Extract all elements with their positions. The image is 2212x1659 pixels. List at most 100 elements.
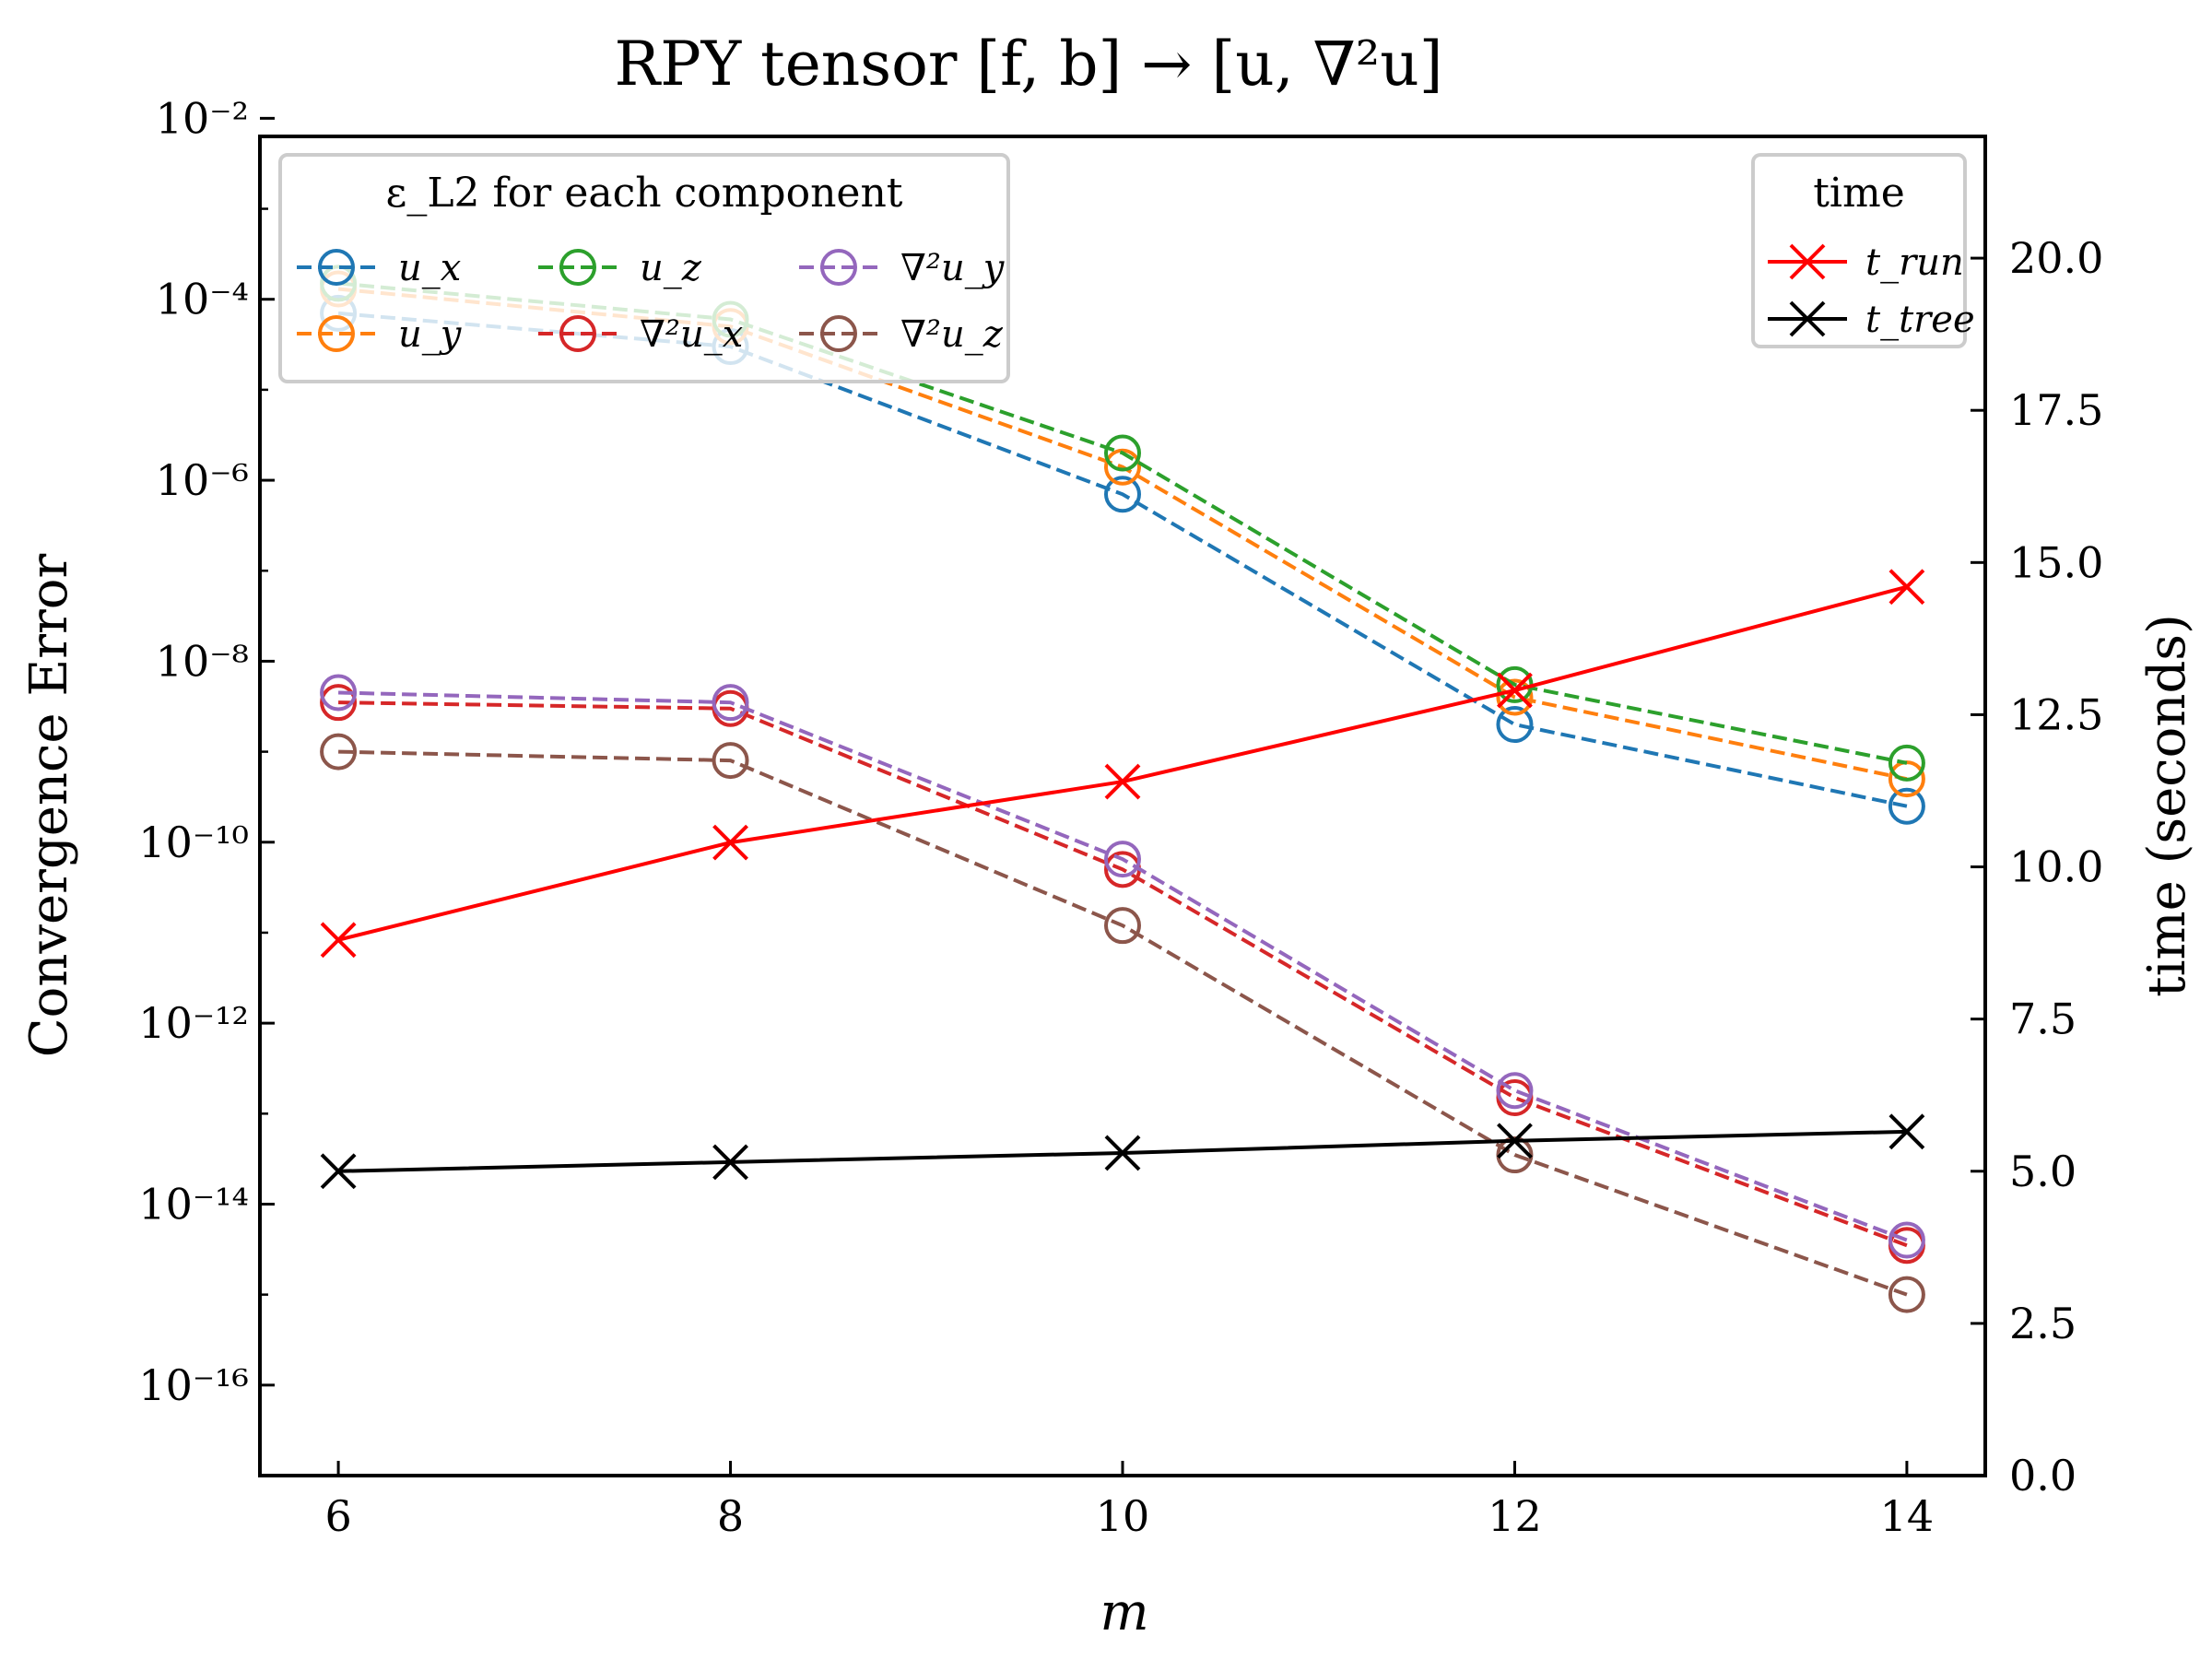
right-tick-label: 15.0 bbox=[2009, 537, 2103, 587]
right-tick-label: 17.5 bbox=[2009, 385, 2103, 435]
marker-stroke bbox=[1497, 1123, 1533, 1159]
left-axis-label: Convergence Error bbox=[19, 554, 79, 1058]
point-lap-u-y-m10 bbox=[1104, 841, 1141, 878]
point-u-z-m10 bbox=[1104, 434, 1141, 472]
x-tick-label-10: 10 bbox=[1096, 1491, 1150, 1541]
error-legend: ε_L2 for each component u_x u_y u_z ∇²u_x ∇²… bbox=[278, 153, 1010, 383]
legend-marker-u-x bbox=[318, 249, 355, 286]
legend-label-u-z: u_z bbox=[640, 247, 702, 289]
time-legend-items: t_run t_tree bbox=[1768, 241, 1975, 341]
right-tick-label: 7.5 bbox=[2009, 994, 2077, 1044]
x-tick-label-12: 12 bbox=[1488, 1491, 1542, 1541]
x-tick-label-6: 6 bbox=[324, 1491, 351, 1541]
error-legend-items: u_x u_y u_z ∇²u_x ∇²u_y ∇²u_z bbox=[297, 247, 1006, 356]
point-u-x-m14 bbox=[1888, 787, 1925, 825]
legend-entry-lap-u-z: ∇²u_z bbox=[799, 313, 1004, 356]
point-u-x-m12 bbox=[1496, 706, 1534, 744]
marker-stroke bbox=[320, 1153, 357, 1190]
legend-label-t-run: t_run bbox=[1865, 241, 1964, 284]
point-t-run-m10 bbox=[1104, 763, 1141, 800]
legend-label-lap-u-x: ∇²u_x bbox=[640, 313, 743, 356]
left-tick-label: 10⁻⁸ bbox=[156, 636, 249, 686]
point-t-tree-m10 bbox=[1104, 1135, 1141, 1171]
legend-label-u-y: u_y bbox=[398, 313, 463, 356]
point-lap-u-y-m12 bbox=[1496, 1072, 1534, 1110]
legend-marker-lap-u-z bbox=[820, 315, 857, 352]
right-tick-label: 10.0 bbox=[2009, 842, 2103, 892]
point-t-tree-m12 bbox=[1497, 1123, 1533, 1159]
point-t-run-m6 bbox=[320, 922, 357, 959]
point-lap-u-y-m6 bbox=[320, 674, 358, 712]
point-u-y-m12 bbox=[1496, 678, 1534, 716]
point-lap-u-x-m6 bbox=[320, 684, 358, 722]
x-tick-label-8: 8 bbox=[717, 1491, 744, 1541]
right-axis-label: time (seconds) bbox=[2137, 614, 2197, 997]
left-tick-label: 10⁻¹⁶ bbox=[138, 1360, 249, 1410]
point-t-run-m8 bbox=[712, 824, 748, 861]
point-lap-u-y-m14 bbox=[1888, 1221, 1925, 1259]
x-tick-label-14: 14 bbox=[1880, 1491, 1935, 1541]
legend-entry-u-y: u_y bbox=[297, 313, 463, 356]
left-tick-label: 10⁻¹⁰ bbox=[138, 818, 249, 867]
right-tick-label: 20.0 bbox=[2009, 233, 2103, 283]
marker-stroke bbox=[712, 1144, 748, 1181]
legend-marker-t-run bbox=[1789, 243, 1826, 280]
point-lap-u-z-m6 bbox=[320, 733, 358, 771]
series-line-lap-u-y bbox=[338, 690, 1908, 1242]
legend-marker-lap-u-x bbox=[559, 315, 596, 352]
point-u-y-m10 bbox=[1104, 448, 1141, 486]
time-legend: time t_run t_tree bbox=[1751, 153, 1975, 348]
marker-stroke bbox=[1888, 569, 1925, 606]
marker-stroke bbox=[1104, 763, 1141, 800]
marker-stroke bbox=[1104, 1135, 1141, 1171]
point-t-run-m14 bbox=[1888, 569, 1925, 606]
marker-stroke bbox=[1888, 1113, 1925, 1150]
right-tick-label: 0.0 bbox=[2009, 1451, 2077, 1500]
legend-label-t-tree: t_tree bbox=[1865, 299, 1975, 341]
marker-stroke bbox=[320, 922, 357, 959]
legend-marker-u-y bbox=[318, 315, 355, 352]
legend-entry-lap-u-x: ∇²u_x bbox=[538, 313, 743, 356]
point-lap-u-z-m8 bbox=[712, 742, 749, 780]
left-tick-label: 10⁻⁶ bbox=[156, 455, 249, 505]
legend-label-lap-u-y: ∇²u_y bbox=[900, 247, 1006, 289]
left-axis: 10⁻¹⁶ 10⁻¹⁴ 10⁻¹² 10⁻¹⁰ 10⁻⁸ 10⁻⁶ 10⁻⁴ 10⁻² bbox=[138, 93, 275, 1477]
right-tick-label: 12.5 bbox=[2009, 689, 2103, 739]
series-line-lap-u-z bbox=[338, 749, 1908, 1297]
left-tick-label: 10⁻¹⁴ bbox=[138, 1179, 249, 1229]
error-legend-title: ε_L2 for each component bbox=[386, 170, 903, 217]
point-u-x-m10 bbox=[1104, 476, 1141, 513]
legend-marker-t-tree bbox=[1789, 300, 1826, 337]
right-tick-label: 5.0 bbox=[2009, 1147, 2077, 1196]
right-axis: 0.0 2.5 5.0 7.5 10.0 12.5 15.0 17.5 20.0 bbox=[1971, 233, 2103, 1500]
marker-stroke bbox=[712, 824, 748, 861]
legend-entry-u-z: u_z bbox=[538, 247, 702, 289]
series-line-lap-u-x bbox=[338, 700, 1908, 1248]
legend-entry-t-tree: t_tree bbox=[1768, 299, 1975, 341]
point-lap-u-z-m10 bbox=[1104, 907, 1141, 945]
legend-entry-t-run: t_run bbox=[1768, 241, 1964, 284]
point-lap-u-y-m8 bbox=[712, 684, 749, 722]
left-tick-label: 10⁻¹² bbox=[138, 998, 249, 1048]
point-t-run-m12 bbox=[1497, 672, 1533, 709]
point-u-z-m14 bbox=[1888, 744, 1925, 782]
point-t-tree-m8 bbox=[712, 1144, 748, 1181]
plot-frame bbox=[258, 135, 1987, 1477]
point-t-tree-m6 bbox=[320, 1153, 357, 1190]
legend-entry-u-x: u_x bbox=[297, 247, 461, 289]
chart-title: RPY tensor [f, b] → [u, ∇²u] bbox=[615, 29, 1443, 100]
x-axis-label: m bbox=[1100, 1583, 1148, 1642]
left-tick-label: 10⁻² bbox=[156, 93, 249, 143]
time-legend-title: time bbox=[1813, 170, 1905, 217]
legend-marker-u-z bbox=[559, 249, 596, 286]
right-tick-label: 2.5 bbox=[2009, 1299, 2077, 1348]
left-tick-label: 10⁻⁴ bbox=[156, 275, 249, 324]
marker-stroke bbox=[1497, 672, 1533, 709]
point-lap-u-z-m14 bbox=[1888, 1276, 1925, 1313]
legend-label-u-x: u_x bbox=[398, 247, 461, 289]
time-legend-box bbox=[1751, 153, 1967, 348]
legend-label-lap-u-z: ∇²u_z bbox=[900, 313, 1004, 356]
point-t-tree-m14 bbox=[1888, 1113, 1925, 1150]
x-axis: 6 8 10 12 14 bbox=[324, 1461, 1934, 1541]
